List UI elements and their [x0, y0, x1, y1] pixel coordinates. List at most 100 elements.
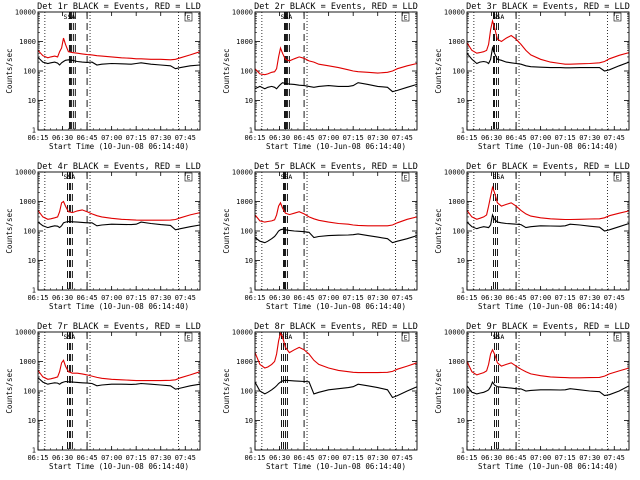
panel-det-2: Det 2r BLACK = Events, RED = LLD 1 10 100 10…	[222, 2, 418, 151]
x-tick-label: 07:00	[318, 294, 339, 302]
x-tick-label: 06:30	[481, 454, 502, 462]
y-tick-label: 10	[457, 257, 465, 265]
y-tick-label: 1	[461, 127, 465, 135]
panel-title: Det 3r BLACK = Events, RED = LLD	[466, 2, 630, 12]
x-tick-label: 07:00	[101, 454, 122, 462]
flag-box-label: E	[616, 335, 620, 342]
flag-box-label: E	[404, 175, 408, 182]
flag-box	[184, 332, 193, 342]
events-series-line	[37, 220, 201, 231]
x-tick-label: 07:30	[579, 294, 600, 302]
y-tick-label: 10000	[444, 9, 465, 17]
x-tick-label: 06:30	[269, 454, 290, 462]
y-tick-label: 10000	[232, 329, 253, 337]
flag-label: SSA	[64, 13, 76, 21]
x-tick-label: 07:15	[126, 294, 147, 302]
events-series-line	[37, 57, 201, 70]
y-tick-label: 100	[23, 388, 36, 396]
panel-title: Det 5r BLACK = Events, RED = LLD	[254, 162, 418, 172]
flag-box	[401, 172, 410, 182]
y-axis-label: Counts/sec	[434, 368, 443, 413]
flag-label: SSA	[493, 13, 505, 21]
x-tick-label: 06:15	[244, 294, 265, 302]
x-tick-label: 06:30	[269, 134, 290, 142]
x-tick-label: 07:45	[604, 134, 625, 142]
x-tick-label: 07:45	[175, 294, 196, 302]
x-tick-label: 06:45	[294, 294, 315, 302]
plot-frame	[37, 11, 201, 131]
x-tick-label: 07:15	[126, 454, 147, 462]
y-tick-label: 10000	[15, 169, 36, 177]
x-tick-label: 06:15	[27, 294, 48, 302]
x-tick-label: 07:30	[367, 454, 388, 462]
flag-label: SSA	[281, 333, 293, 341]
x-tick-label: 07:45	[392, 134, 413, 142]
x-tick-label: 06:30	[481, 294, 502, 302]
panel-det-3: Det 3r BLACK = Events, RED = LLD 1 10 100 10…	[434, 2, 630, 151]
y-tick-label: 10000	[444, 169, 465, 177]
x-tick-label: 06:45	[77, 134, 98, 142]
x-tick-label: 06:30	[269, 294, 290, 302]
y-axis-label: Counts/sec	[434, 208, 443, 253]
panel-det-4: Det 4r BLACK = Events, RED = LLD 1 10 100 10…	[5, 162, 201, 311]
x-tick-label: 07:30	[579, 134, 600, 142]
x-tick-label: 06:45	[294, 454, 315, 462]
x-tick-label: 06:15	[456, 454, 477, 462]
x-axis-label: Start Time (10-Jun-08 06:14:40)	[478, 142, 618, 151]
panel-title: Det 2r BLACK = Events, RED = LLD	[254, 2, 418, 12]
x-tick-label: 07:30	[150, 294, 171, 302]
x-tick-label: 07:15	[343, 294, 364, 302]
x-tick-label: 07:00	[318, 134, 339, 142]
flag-box	[401, 12, 410, 22]
plot-frame	[254, 331, 418, 451]
x-tick-label: 07:30	[579, 454, 600, 462]
x-tick-label: 06:30	[52, 134, 73, 142]
x-axis-label: Start Time (10-Jun-08 06:14:40)	[266, 142, 406, 151]
y-tick-label: 1	[461, 287, 465, 295]
y-tick-label: 10000	[444, 329, 465, 337]
x-tick-label: 06:15	[27, 454, 48, 462]
events-series-line	[466, 380, 630, 397]
flag-label: SSA	[281, 173, 293, 181]
lld-series-line	[466, 348, 630, 379]
x-tick-label: 07:45	[604, 294, 625, 302]
lld-series-line	[37, 359, 201, 382]
flag-label: SSA	[64, 173, 76, 181]
y-tick-label: 10	[28, 257, 36, 265]
panel-det-8: Det 8r BLACK = Events, RED = LLD 1 10 100 10…	[222, 322, 418, 471]
x-axis-label: Start Time (10-Jun-08 06:14:40)	[49, 142, 189, 151]
y-tick-label: 10	[457, 417, 465, 425]
flag-box-label: E	[187, 15, 191, 22]
y-tick-label: 100	[240, 388, 253, 396]
flag-box-label: E	[404, 335, 408, 342]
y-tick-label: 100	[23, 68, 36, 76]
x-tick-label: 07:00	[101, 294, 122, 302]
y-tick-label: 10	[457, 97, 465, 105]
y-tick-label: 1000	[236, 38, 253, 46]
events-series-line	[254, 82, 418, 93]
x-axis-label: Start Time (10-Jun-08 06:14:40)	[266, 462, 406, 471]
y-tick-label: 100	[452, 68, 465, 76]
x-tick-label: 06:45	[77, 454, 98, 462]
x-tick-label: 07:00	[101, 134, 122, 142]
y-tick-label: 10000	[232, 9, 253, 17]
panel-title: Det 7r BLACK = Events, RED = LLD	[37, 322, 201, 332]
y-tick-label: 10000	[15, 329, 36, 337]
x-axis-label: Start Time (10-Jun-08 06:14:40)	[266, 302, 406, 311]
flag-box	[184, 172, 193, 182]
panel-title: Det 1r BLACK = Events, RED = LLD	[37, 2, 201, 12]
flag-box	[613, 332, 622, 342]
x-tick-label: 07:15	[126, 134, 147, 142]
lld-series-line	[254, 201, 418, 227]
y-tick-label: 10	[245, 417, 253, 425]
y-tick-label: 1	[32, 287, 36, 295]
x-tick-label: 06:15	[244, 134, 265, 142]
x-tick-label: 07:00	[530, 294, 551, 302]
panel-title: Det 4r BLACK = Events, RED = LLD	[37, 162, 201, 172]
flag-box-label: E	[187, 175, 191, 182]
y-axis-label: Counts/sec	[5, 368, 14, 413]
y-axis-label: Counts/sec	[222, 208, 231, 253]
y-tick-label: 1000	[448, 198, 465, 206]
flag-box-label: E	[616, 175, 620, 182]
